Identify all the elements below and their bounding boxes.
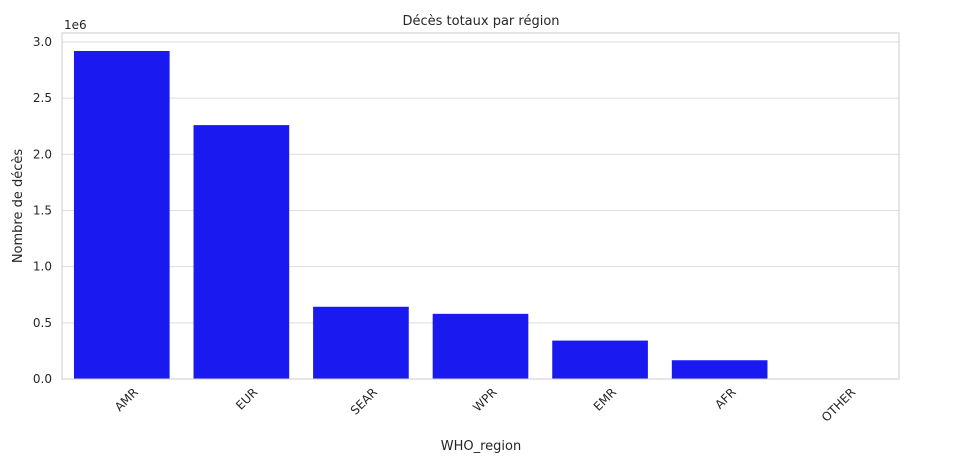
- y-tick-label: 0.5: [33, 316, 52, 330]
- bars: [73, 50, 768, 379]
- y-tick-label: 3.0: [33, 35, 52, 49]
- x-tick-label: AFR: [712, 385, 738, 411]
- chart-title: Décès totaux par région: [402, 14, 559, 29]
- y-tick-label: 2.0: [33, 147, 52, 161]
- bar-sear: [313, 306, 409, 379]
- y-tick-label: 0.0: [33, 372, 52, 386]
- x-axis-label: WHO_region: [441, 439, 521, 454]
- x-tick-labels: AMR EUR SEAR WPR EMR AFR OTHER: [112, 385, 858, 424]
- x-tick-label: EUR: [233, 385, 260, 412]
- bar-eur: [193, 125, 290, 379]
- y-tick-label: 2.5: [33, 91, 52, 105]
- x-tick-label: EMR: [591, 385, 619, 413]
- x-tick-label: OTHER: [819, 385, 858, 424]
- bar-amr: [73, 50, 170, 379]
- bar-afr: [671, 360, 768, 379]
- x-tick-label: WPR: [470, 385, 499, 414]
- plot-frame: [61, 32, 900, 380]
- x-tick-label: SEAR: [348, 385, 380, 417]
- y-tick-label: 1.5: [33, 203, 52, 217]
- y-tick-labels: 0.0 0.5 1.0 1.5 2.0 2.5 3.0: [33, 35, 52, 386]
- y-axis-label: Nombre de décès: [11, 149, 26, 264]
- y-tick-label: 1.0: [33, 260, 52, 274]
- bar-wpr: [432, 313, 529, 379]
- y-offset-label: 1e6: [64, 18, 87, 32]
- x-tick-label: AMR: [112, 385, 141, 414]
- bar-emr: [552, 340, 648, 379]
